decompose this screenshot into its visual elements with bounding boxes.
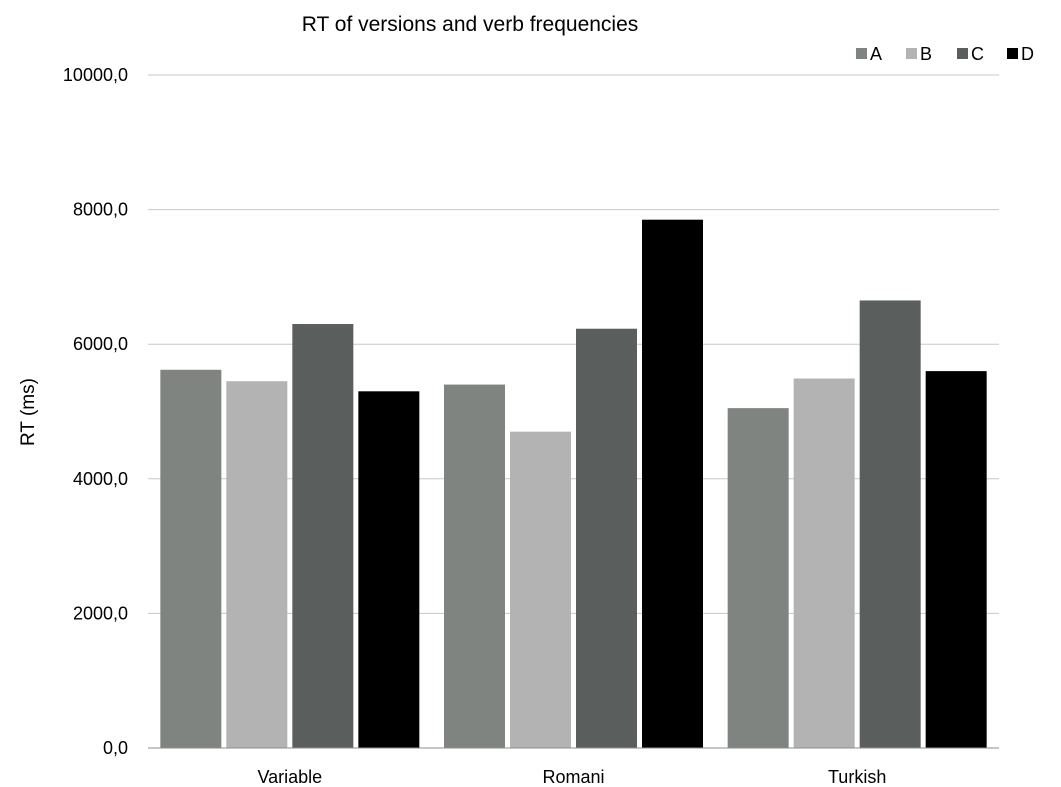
y-axis-title: RT (ms) bbox=[18, 378, 39, 446]
y-tick-label: 2000,0 bbox=[73, 603, 128, 623]
bar-a-turkish bbox=[727, 408, 789, 748]
bar-b-turkish bbox=[793, 378, 855, 748]
bar-d-romani bbox=[642, 219, 703, 748]
bar-a-romani bbox=[444, 384, 505, 748]
legend: A B C D bbox=[856, 44, 1034, 64]
chart-title: RT of versions and verb frequencies bbox=[302, 13, 639, 36]
legend-label-d: D bbox=[1021, 44, 1034, 64]
y-tick-label: 6000,0 bbox=[73, 334, 128, 354]
gridlines bbox=[148, 74, 999, 614]
legend-label-c: C bbox=[971, 44, 984, 64]
x-tick-label: Variable bbox=[257, 767, 322, 787]
legend-swatch-d bbox=[1007, 48, 1018, 59]
legend-label-b: B bbox=[920, 44, 932, 64]
y-tick-label: 4000,0 bbox=[73, 469, 128, 489]
legend-swatch-c bbox=[957, 48, 968, 59]
bar-d-turkish bbox=[925, 371, 987, 748]
bar-c-romani bbox=[576, 328, 637, 748]
bar-b-variable bbox=[226, 381, 288, 748]
bars bbox=[160, 219, 987, 748]
y-tick-label: 8000,0 bbox=[73, 200, 128, 220]
bar-b-romani bbox=[510, 431, 571, 748]
y-tick-label: 0,0 bbox=[103, 738, 128, 758]
x-tick-label: Turkish bbox=[828, 767, 886, 787]
x-tick-label: Romani bbox=[542, 767, 604, 787]
bar-a-variable bbox=[160, 369, 222, 748]
bar-d-variable bbox=[358, 391, 420, 748]
y-axis-ticks: 0,0 2000,0 4000,0 6000,0 8000,0 10000,0 bbox=[63, 65, 128, 758]
bar-c-variable bbox=[292, 324, 354, 748]
y-tick-label: 10000,0 bbox=[63, 65, 128, 85]
legend-label-a: A bbox=[870, 44, 882, 64]
legend-swatch-b bbox=[906, 48, 917, 59]
bar-c-turkish bbox=[859, 300, 921, 748]
legend-swatch-a bbox=[856, 48, 867, 59]
x-axis-ticks: Variable Romani Turkish bbox=[257, 767, 886, 787]
